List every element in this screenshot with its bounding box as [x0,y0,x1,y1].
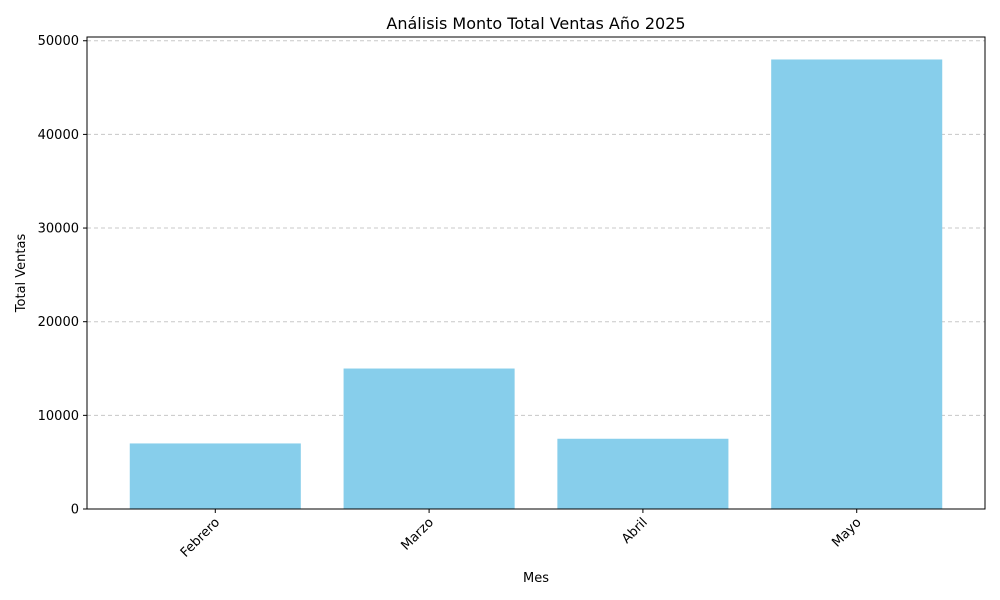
bar-abril [557,438,729,509]
bar-marzo [343,368,515,509]
y-tick-label-2: 20000 [38,315,79,330]
x-axis-label: Mes [523,571,549,586]
bars-layer [129,59,943,509]
y-tick-label-1: 10000 [38,409,79,424]
bar-febrero [129,443,301,509]
y-tick-label-4: 40000 [38,128,79,143]
chart-title: Análisis Monto Total Ventas Año 2025 [386,14,685,33]
bar-mayo [771,59,943,509]
y-tick-label-3: 30000 [38,222,79,237]
y-tick-label-0: 0 [71,503,79,518]
axes-layer [86,36,986,510]
plot-frame [86,36,986,510]
y-tick-label-5: 50000 [38,34,79,49]
y-axis-label: Total Ventas [14,234,29,314]
